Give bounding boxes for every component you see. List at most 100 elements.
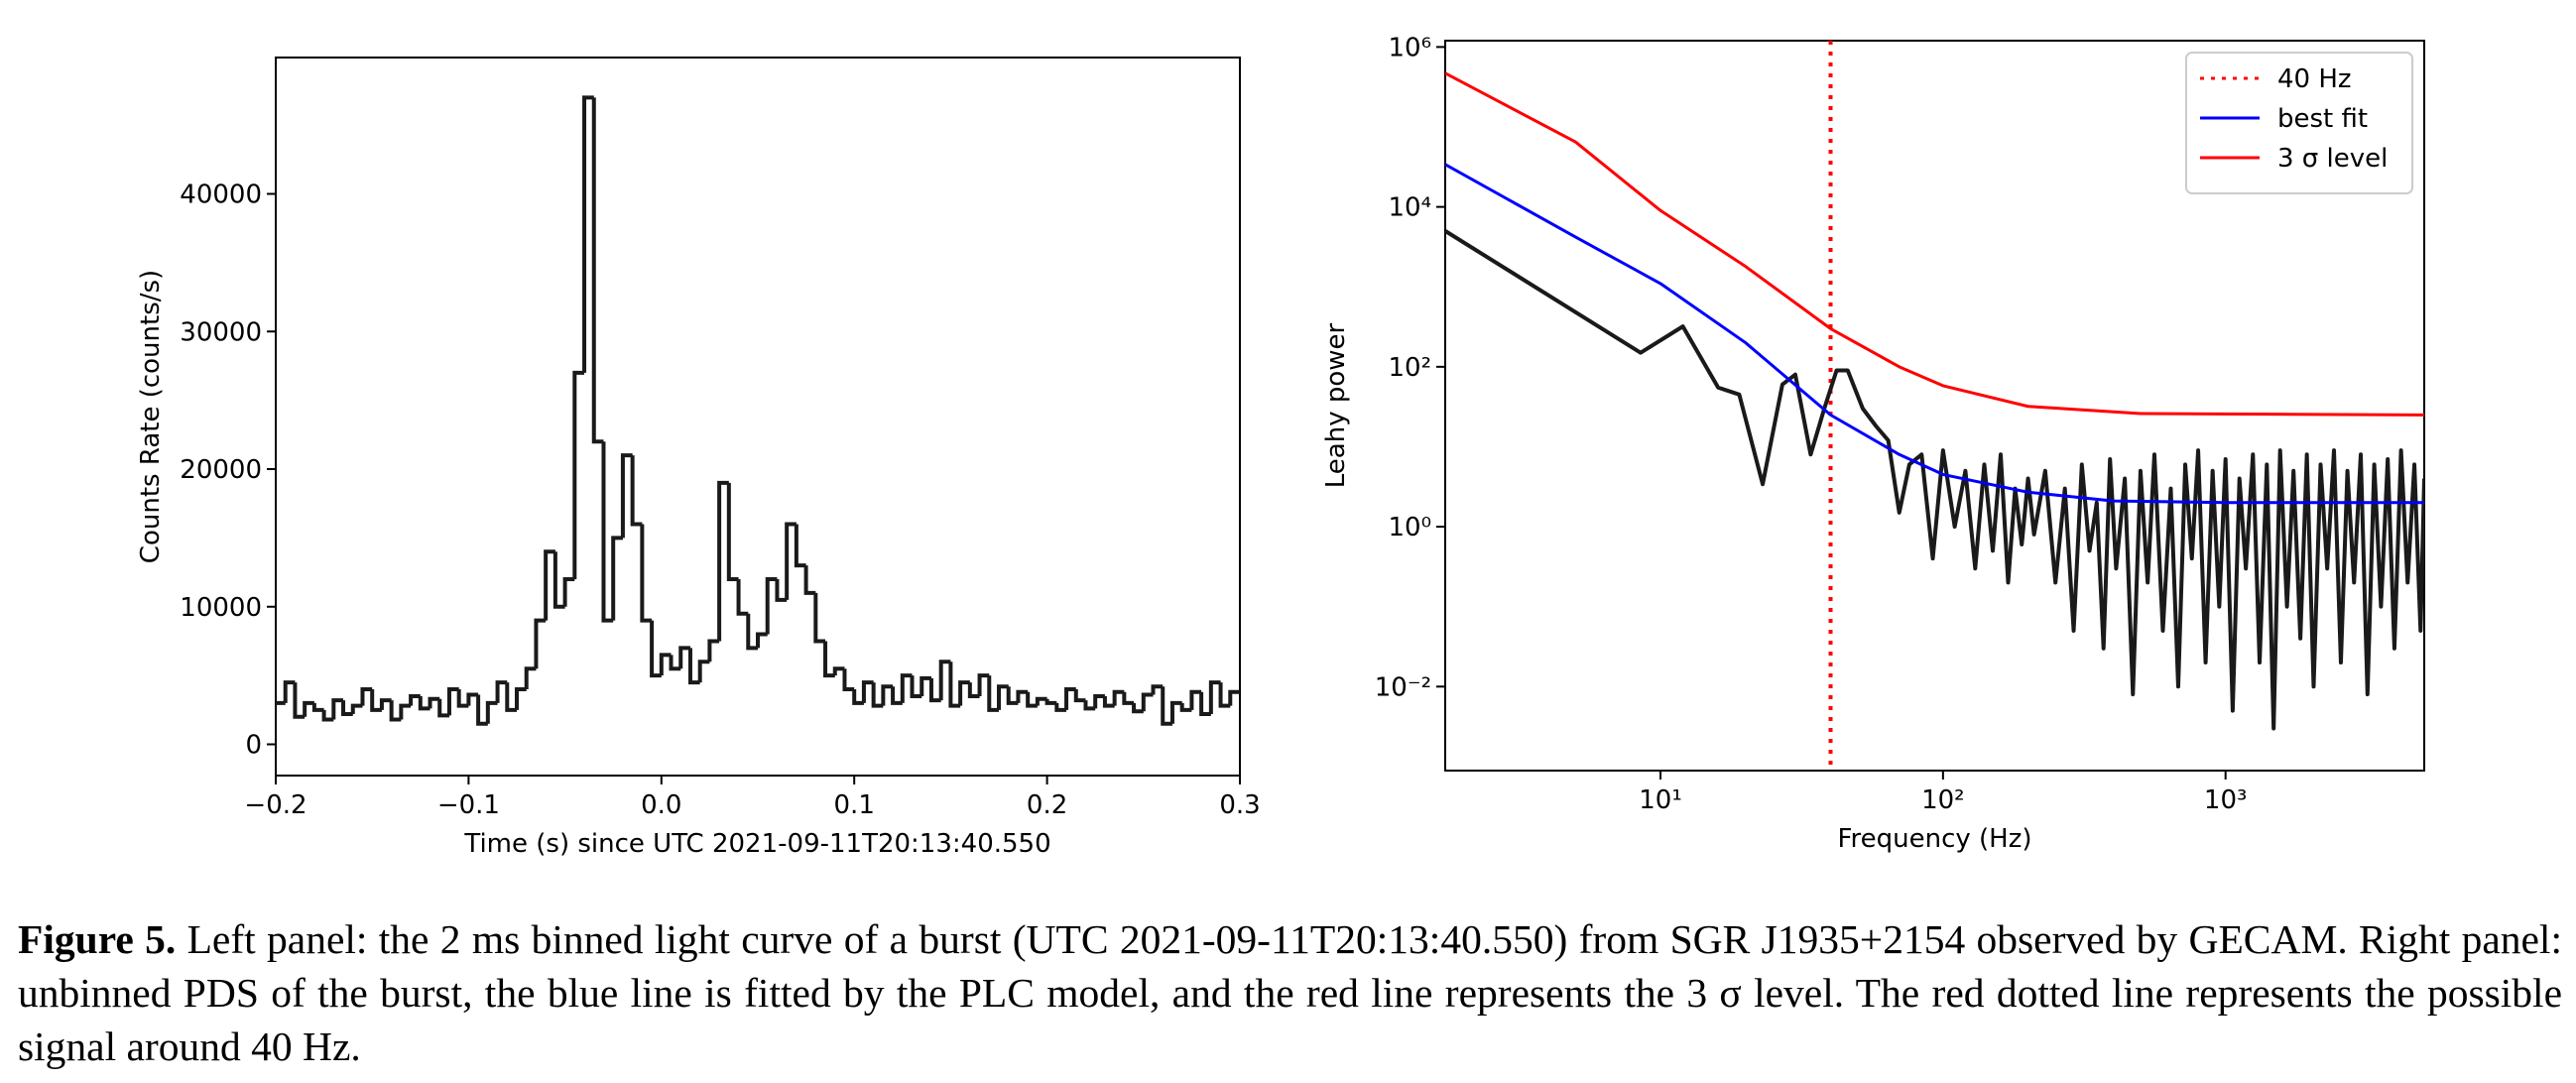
step-bin (678, 646, 690, 669)
step-bin (1083, 700, 1096, 711)
step-bin (476, 694, 488, 726)
step-bin (823, 641, 835, 678)
step-bin (601, 441, 614, 623)
step-bin (1179, 702, 1192, 712)
step-bin (775, 579, 788, 602)
step-bin (717, 480, 729, 642)
series-line (1445, 71, 2424, 417)
step-bin (466, 692, 479, 706)
step-bin (534, 618, 547, 669)
step-bin (1228, 689, 1240, 706)
step-bin (871, 682, 884, 708)
x-tick-label: 0.1 (834, 790, 875, 820)
step-bin (379, 698, 392, 710)
step-bin (920, 675, 931, 696)
legend-label: 3 σ level (2277, 144, 2388, 174)
y-tick-label: 10000 (180, 593, 262, 623)
y-tick-label: 10⁻² (1375, 672, 1431, 702)
step-bin (1073, 689, 1086, 703)
step-bin (321, 709, 334, 722)
step-bin (1208, 680, 1221, 714)
step-bin (544, 549, 555, 621)
axes-frame (275, 57, 1241, 777)
step-bin (928, 677, 941, 703)
step-bin (1035, 696, 1047, 706)
step-bin (650, 620, 662, 678)
x-tick-label: 0.3 (1219, 790, 1260, 820)
step-bin (938, 660, 951, 701)
step-bin (331, 698, 344, 720)
step-bin (958, 680, 970, 706)
step-bin (437, 698, 449, 718)
panel: 10¹ 10² 10³ 10⁻² 10⁰ 10² 10⁴ 10⁶ Frequency (Hz) L… (1321, 33, 2425, 854)
step-bin (620, 453, 633, 539)
step-bin (1218, 682, 1231, 708)
y-tick-label: 40000 (180, 180, 262, 210)
figure: −0.2 −0.1 0.0 0.1 0.2 0.3 0 10000 20000 30000 4000… (136, 33, 2425, 859)
step-bin (1132, 702, 1144, 714)
step-bin (736, 579, 749, 616)
step-bin (1102, 695, 1115, 708)
step-bin (659, 653, 672, 676)
axes-frame (1444, 40, 2425, 772)
step-bin (785, 522, 797, 600)
step-bin (456, 689, 469, 708)
x-tick-label: 10¹ (1639, 785, 1682, 815)
step-bin (794, 524, 806, 568)
step-bin (1044, 698, 1057, 705)
step-bin (1006, 686, 1019, 705)
step-bin (1026, 691, 1038, 708)
step-bin (852, 689, 864, 705)
step-bin (409, 693, 421, 706)
y-tick-label: 0 (245, 731, 262, 761)
step-bin (910, 675, 922, 698)
step-bin (515, 687, 527, 710)
step-bin (505, 682, 517, 712)
step-bin (832, 666, 845, 676)
step-bin (1199, 691, 1211, 716)
step-bin (669, 655, 681, 671)
step-bin (428, 696, 440, 709)
step-bin (900, 673, 913, 703)
step-bin (582, 95, 594, 373)
step-bin (1064, 687, 1076, 710)
step-bin (360, 687, 373, 706)
y-tick-label: 10² (1388, 353, 1431, 383)
caption: Figure 5. Left panel: the 2 ms binned li… (18, 912, 2562, 1073)
step-bin (842, 668, 855, 692)
step-bin (630, 455, 643, 527)
step-bin (861, 680, 874, 703)
step-bin (611, 536, 623, 621)
step-bin (803, 565, 816, 595)
y-tick-label: 10⁶ (1388, 33, 1431, 62)
step-bin (948, 662, 961, 708)
step-bin (697, 660, 710, 683)
step-bin (495, 680, 508, 703)
step-bin (726, 482, 739, 582)
step-bin (562, 577, 575, 607)
step-bin (881, 684, 894, 706)
step-bin (1112, 689, 1125, 706)
x-tick-label: 0.0 (641, 790, 681, 820)
step-bin (746, 613, 758, 651)
step-bin (303, 700, 314, 717)
legend-label: best fit (2277, 104, 2368, 134)
step-bin (552, 551, 565, 609)
step-bin (399, 703, 412, 720)
step-bin (765, 577, 778, 635)
step-bin (446, 687, 459, 716)
step-bin (389, 700, 402, 722)
y-axis-label: Counts Rate (counts/s) (136, 270, 166, 563)
step-bin (1054, 702, 1067, 712)
step-bin (418, 695, 430, 711)
step-bin (283, 680, 296, 703)
legend-label: 40 Hz (2277, 64, 2352, 94)
step-bin (350, 703, 363, 714)
step-bin (572, 370, 585, 580)
step-bin (591, 97, 604, 444)
step-bin (707, 639, 720, 662)
x-tick-label: 10² (1921, 785, 1965, 815)
y-axis-label: Leahy power (1321, 322, 1351, 488)
step-bin (1161, 686, 1172, 726)
x-tick-label: 0.2 (1027, 790, 1067, 820)
